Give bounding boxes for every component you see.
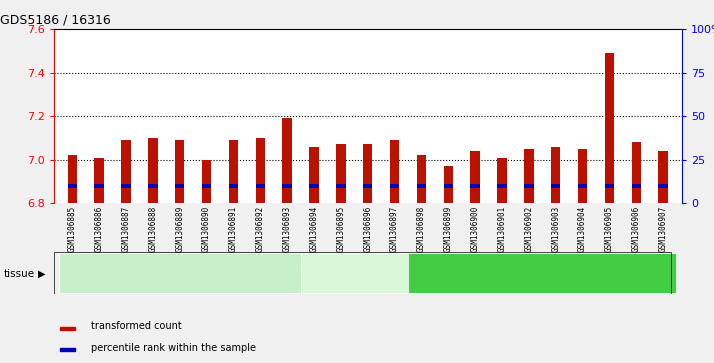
Bar bbox=[68, 155, 77, 203]
Bar bbox=[59, 253, 301, 293]
Bar bbox=[121, 184, 131, 188]
Bar bbox=[443, 166, 453, 203]
Bar bbox=[524, 184, 533, 188]
Text: GSM1306905: GSM1306905 bbox=[605, 206, 614, 252]
Text: GSM1306888: GSM1306888 bbox=[149, 206, 157, 252]
Bar bbox=[60, 327, 75, 330]
Text: GSM1306887: GSM1306887 bbox=[121, 206, 131, 252]
Bar bbox=[336, 144, 346, 203]
Bar bbox=[121, 140, 131, 203]
Bar bbox=[408, 253, 676, 293]
Bar bbox=[175, 184, 184, 188]
Text: transformed count: transformed count bbox=[91, 322, 182, 331]
Bar bbox=[94, 184, 104, 188]
Bar bbox=[94, 158, 104, 203]
Bar bbox=[605, 53, 614, 203]
Bar bbox=[631, 184, 641, 188]
Bar bbox=[578, 149, 587, 203]
Bar bbox=[68, 184, 77, 188]
Text: percentile rank within the sample: percentile rank within the sample bbox=[91, 343, 256, 353]
Bar bbox=[149, 138, 158, 203]
Bar bbox=[363, 184, 373, 188]
Bar bbox=[524, 149, 533, 203]
Text: GSM1306885: GSM1306885 bbox=[68, 206, 77, 252]
Text: GSM1306906: GSM1306906 bbox=[632, 206, 640, 252]
Bar bbox=[202, 184, 211, 188]
Text: ruptured intracranial aneurysm: ruptured intracranial aneurysm bbox=[103, 268, 256, 278]
Bar bbox=[631, 142, 641, 203]
Bar bbox=[283, 184, 292, 188]
Bar bbox=[551, 147, 560, 203]
Text: GSM1306893: GSM1306893 bbox=[283, 206, 291, 252]
Text: superficial temporal artery: superficial temporal artery bbox=[477, 268, 608, 278]
Text: ▶: ▶ bbox=[38, 269, 45, 279]
Bar bbox=[497, 184, 507, 188]
Bar bbox=[471, 184, 480, 188]
Text: GSM1306894: GSM1306894 bbox=[309, 206, 318, 252]
Bar bbox=[390, 184, 399, 188]
Text: tissue: tissue bbox=[4, 269, 35, 279]
Bar bbox=[658, 151, 668, 203]
Bar bbox=[228, 140, 238, 203]
Bar bbox=[60, 348, 75, 351]
Text: GSM1306898: GSM1306898 bbox=[417, 206, 426, 252]
Text: GSM1306902: GSM1306902 bbox=[524, 206, 533, 252]
Bar bbox=[551, 184, 560, 188]
Bar bbox=[256, 138, 265, 203]
Text: unruptured intracranial
aneurysm: unruptured intracranial aneurysm bbox=[297, 262, 411, 284]
Bar bbox=[578, 184, 587, 188]
Bar bbox=[417, 155, 426, 203]
Text: GSM1306890: GSM1306890 bbox=[202, 206, 211, 252]
Bar bbox=[301, 253, 408, 293]
Bar bbox=[309, 147, 318, 203]
Bar bbox=[363, 144, 373, 203]
Text: GSM1306896: GSM1306896 bbox=[363, 206, 372, 252]
Text: GSM1306886: GSM1306886 bbox=[95, 206, 104, 252]
Bar bbox=[417, 184, 426, 188]
Text: GSM1306903: GSM1306903 bbox=[551, 206, 560, 252]
Text: GSM1306900: GSM1306900 bbox=[471, 206, 480, 252]
Text: GSM1306889: GSM1306889 bbox=[175, 206, 184, 252]
Bar bbox=[443, 184, 453, 188]
Text: GSM1306892: GSM1306892 bbox=[256, 206, 265, 252]
Text: GDS5186 / 16316: GDS5186 / 16316 bbox=[0, 13, 111, 26]
Bar bbox=[228, 184, 238, 188]
Text: GSM1306899: GSM1306899 bbox=[444, 206, 453, 252]
Text: GSM1306904: GSM1306904 bbox=[578, 206, 587, 252]
Text: GSM1306901: GSM1306901 bbox=[498, 206, 506, 252]
Bar bbox=[283, 118, 292, 203]
Bar bbox=[175, 140, 184, 203]
Bar bbox=[497, 158, 507, 203]
Bar bbox=[658, 184, 668, 188]
Bar bbox=[256, 184, 265, 188]
Bar bbox=[471, 151, 480, 203]
Bar bbox=[336, 184, 346, 188]
Bar bbox=[605, 184, 614, 188]
Text: GSM1306895: GSM1306895 bbox=[336, 206, 346, 252]
Bar bbox=[390, 140, 399, 203]
Bar bbox=[309, 184, 318, 188]
Text: GSM1306897: GSM1306897 bbox=[390, 206, 399, 252]
Bar bbox=[202, 160, 211, 203]
Text: GSM1306891: GSM1306891 bbox=[229, 206, 238, 252]
Text: GSM1306907: GSM1306907 bbox=[658, 206, 668, 252]
Bar bbox=[149, 184, 158, 188]
